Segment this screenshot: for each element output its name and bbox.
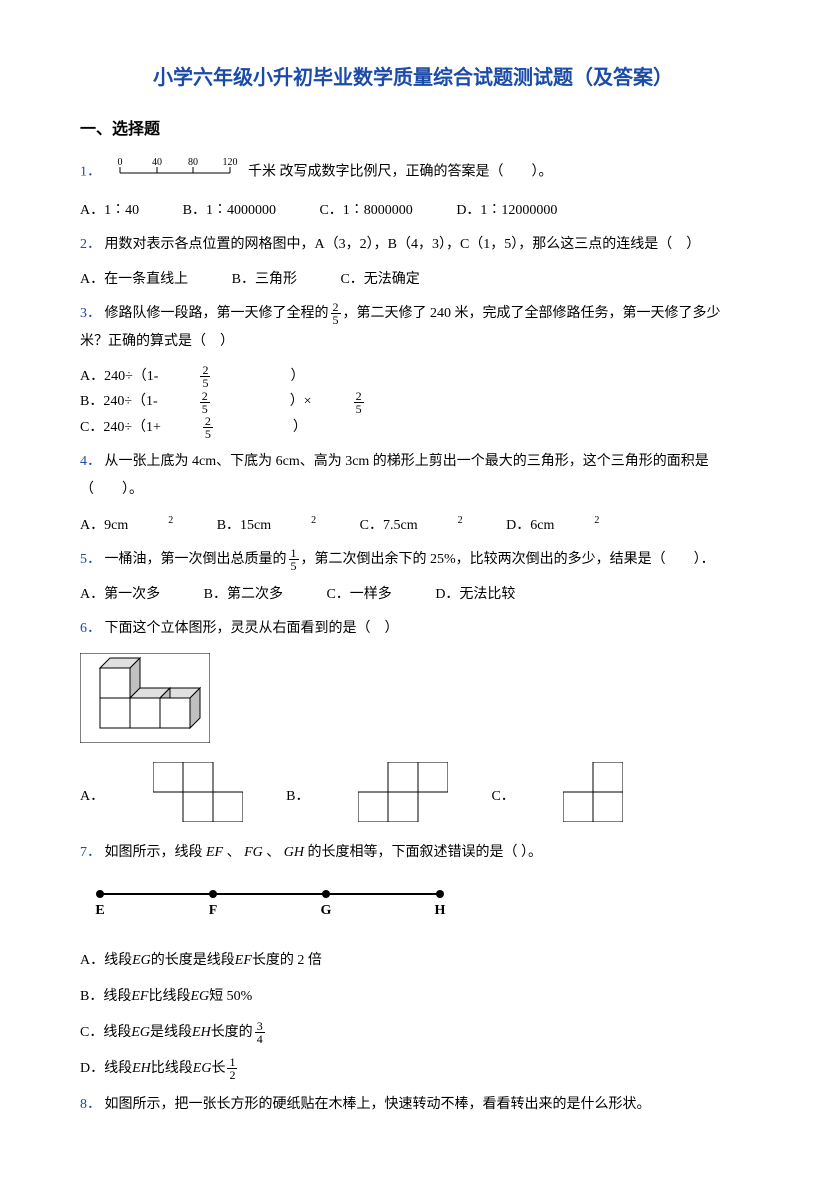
q5-optC: C．一样多 bbox=[326, 582, 391, 607]
q3-num: 3． bbox=[80, 306, 101, 321]
q2-num: 2． bbox=[80, 237, 101, 252]
scale-0: 0 bbox=[117, 157, 122, 168]
question-6: 6． 下面这个立体图形，灵灵从右面看到的是（ ） bbox=[80, 615, 746, 643]
q2-optA: A．在一条直线上 bbox=[80, 267, 188, 292]
scale-40: 40 bbox=[152, 157, 162, 168]
scale-80: 80 bbox=[188, 157, 198, 168]
q5-text2: ，第二次倒出余下的 25%，比较两次倒出的多少，结果是（ ）． bbox=[301, 552, 715, 567]
q7-text4: 的长度相等，下面叙述错误的是（ ）。 bbox=[308, 845, 543, 860]
q4-optB: B．15cm2 bbox=[217, 512, 316, 538]
q7-optC: C．线段EG是线段EH长度的34 bbox=[80, 1019, 746, 1047]
q7-fg: FG bbox=[244, 845, 263, 860]
q7-optB: B．线段EF比线段EG短 50% bbox=[80, 983, 746, 1011]
q6-num: 6． bbox=[80, 621, 101, 636]
q4-optD: D．6cm2 bbox=[506, 512, 599, 538]
q2-optB: B．三角形 bbox=[232, 267, 297, 292]
q4-optA: A．9cm2 bbox=[80, 512, 173, 538]
scale-120: 120 bbox=[222, 157, 237, 168]
q3-optA: A．240÷（1-25） bbox=[80, 364, 344, 389]
question-1: 1． 0 40 80 120 千米 改写成数字比例尺，正确的答案是（ ）。 bbox=[80, 155, 746, 190]
grid-option-b bbox=[358, 762, 448, 831]
q4-text: 从一张上底为 4cm、下底为 6cm、高为 3cm 的梯形上剪出一个最大的三角形… bbox=[80, 454, 709, 497]
scale-ruler-icon: 0 40 80 120 bbox=[110, 155, 240, 190]
grid-option-a bbox=[153, 762, 243, 831]
q3-text1: 修路队修一段路，第一天修了全程的 bbox=[105, 306, 329, 321]
q5-num: 5． bbox=[80, 552, 101, 567]
q3-options: A．240÷（1-25） B．240÷（1-25）×25 C．240÷（1+25… bbox=[80, 364, 746, 440]
q8-num: 8． bbox=[80, 1097, 101, 1112]
cube-3d-figure bbox=[80, 653, 746, 752]
q2-optC: C．无法确定 bbox=[340, 267, 419, 292]
question-4: 4． 从一张上底为 4cm、下底为 6cm、高为 3cm 的梯形上剪出一个最大的… bbox=[80, 448, 746, 504]
q3-optC: C．240÷（1+25） bbox=[80, 415, 347, 440]
q7-text3: 、 bbox=[266, 845, 280, 860]
line-segment-figure: E F G H bbox=[80, 882, 746, 931]
q1-unit: 千米 bbox=[248, 165, 276, 180]
section-header: 一、选择题 bbox=[80, 116, 746, 145]
q7-text1: 如图所示，线段 bbox=[105, 845, 203, 860]
q1-text: 改写成数字比例尺，正确的答案是（ ）。 bbox=[280, 165, 553, 180]
q1-optB: B．1∶4000000 bbox=[183, 198, 276, 223]
question-5: 5． 一桶油，第一次倒出总质量的15，第二次倒出余下的 25%，比较两次倒出的多… bbox=[80, 546, 746, 574]
question-7: 7． 如图所示，线段 EF 、 FG 、 GH 的长度相等，下面叙述错误的是（ … bbox=[80, 839, 746, 867]
q8-text: 如图所示，把一张长方形的硬纸贴在木棒上，快速转动不棒，看看转出来的是什么形状。 bbox=[105, 1097, 651, 1112]
q6-text: 下面这个立体图形，灵灵从右面看到的是（ ） bbox=[105, 621, 399, 636]
q1-options: A．1∶40 B．1∶4000000 C．1∶8000000 D．1∶12000… bbox=[80, 198, 746, 223]
label-g: G bbox=[321, 903, 332, 918]
q1-optD: D．1∶12000000 bbox=[456, 198, 557, 223]
frac-1-5: 15 bbox=[289, 547, 299, 572]
q2-options: A．在一条直线上 B．三角形 C．无法确定 bbox=[80, 267, 746, 292]
question-2: 2． 用数对表示各点位置的网格图中，A（3，2），B（4，3），C（1，5），那… bbox=[80, 231, 746, 259]
q1-num: 1． bbox=[80, 165, 101, 180]
question-8: 8． 如图所示，把一张长方形的硬纸贴在木棒上，快速转动不棒，看看转出来的是什么形… bbox=[80, 1091, 746, 1119]
q7-num: 7． bbox=[80, 845, 101, 860]
q6-optC: C． bbox=[491, 784, 514, 809]
q5-text1: 一桶油，第一次倒出总质量的 bbox=[105, 552, 287, 567]
question-3: 3． 修路队修一段路，第一天修了全程的25，第二天修了 240 米，完成了全部修… bbox=[80, 300, 746, 356]
q2-text: 用数对表示各点位置的网格图中，A（3，2），B（4，3），C（1，5），那么这三… bbox=[105, 237, 701, 252]
label-h: H bbox=[435, 903, 446, 918]
frac-2-5: 25 bbox=[331, 301, 341, 326]
q3-optB: B．240÷（1-25）×25 bbox=[80, 389, 444, 414]
q7-text2: 、 bbox=[227, 845, 241, 860]
q5-options: A．第一次多 B．第二次多 C．一样多 D．无法比较 bbox=[80, 582, 746, 607]
grid-option-c bbox=[563, 762, 623, 831]
q6-options: A． B． C． bbox=[80, 762, 746, 831]
label-f: F bbox=[209, 903, 218, 918]
q7-gh: GH bbox=[284, 845, 304, 860]
q4-optC: C．7.5cm2 bbox=[360, 512, 463, 538]
q5-optB: B．第二次多 bbox=[204, 582, 283, 607]
q7-optD: D．线段EH比线段EG长12 bbox=[80, 1055, 746, 1083]
q1-optC: C．1∶8000000 bbox=[319, 198, 412, 223]
q7-ef: EF bbox=[206, 845, 223, 860]
q4-num: 4． bbox=[80, 454, 101, 469]
page-title: 小学六年级小升初毕业数学质量综合试题测试题（及答案） bbox=[80, 60, 746, 96]
q1-optA: A．1∶40 bbox=[80, 198, 139, 223]
q6-optA: A． bbox=[80, 784, 104, 809]
q4-options: A．9cm2 B．15cm2 C．7.5cm2 D．6cm2 bbox=[80, 512, 746, 538]
q6-optB: B． bbox=[286, 784, 309, 809]
q5-optD: D．无法比较 bbox=[435, 582, 515, 607]
q7-optA: A．线段EG的长度是线段EF长度的 2 倍 bbox=[80, 947, 746, 975]
label-e: E bbox=[95, 903, 104, 918]
q5-optA: A．第一次多 bbox=[80, 582, 160, 607]
